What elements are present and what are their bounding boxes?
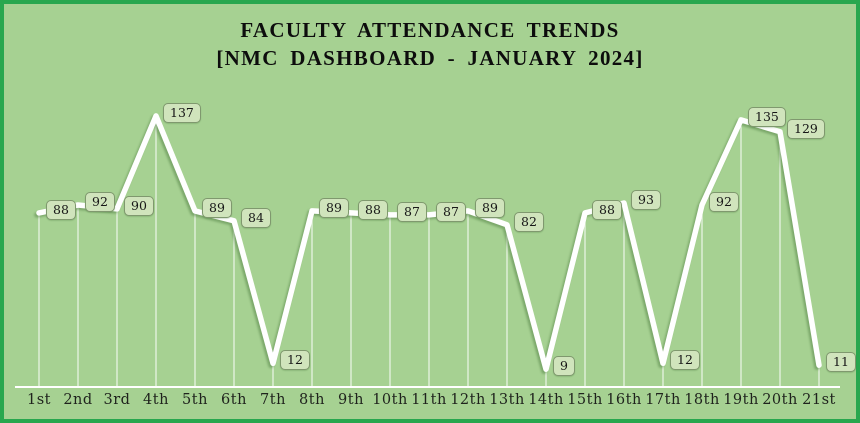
drop-lines	[38, 115, 820, 386]
chart-title: FACULTY ATTENDANCE TRENDS [NMC DASHBOARD…	[4, 16, 856, 72]
chart-title-line2: [NMC DASHBOARD - JANUARY 2024]	[216, 46, 644, 70]
attendance-series-line	[36, 113, 822, 372]
chart-title-line1: FACULTY ATTENDANCE TRENDS	[240, 18, 620, 42]
